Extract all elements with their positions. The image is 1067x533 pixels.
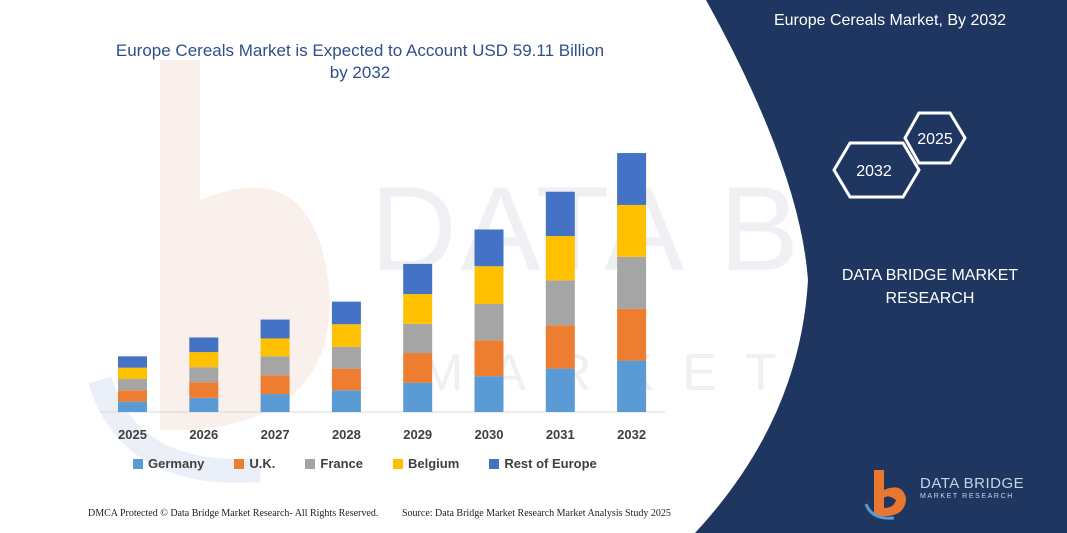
bar-2028-rest-of-europe [331,301,361,325]
bar-2030-france [474,303,504,341]
legend-item: Germany [133,456,204,471]
stacked-bar-chart: 2025 2026 2027 2028 2029 2030 2031 2032 [100,153,665,442]
x-tick-label: 2028 [332,427,361,442]
bar-2031-germany [545,368,575,412]
bar-2032-belgium [617,204,647,257]
bar-2029-u-k [403,353,433,383]
bar-2030-belgium [474,266,504,304]
logo: DATA BRIDGE MARKET RESEARCH [920,476,1024,502]
logo-icon [864,470,906,520]
bar-2025-u-k [118,390,147,402]
bar-2025-germany [118,401,147,412]
bar-2025-france [118,378,147,391]
bar-2026-germany [189,397,219,412]
bar-2028-germany [331,390,361,412]
legend-item: France [305,456,363,471]
source-note: Source: Data Bridge Market Research Mark… [402,508,671,519]
bar-2031-france [545,280,575,326]
bar-2026-france [189,367,219,383]
x-tick-label: 2025 [118,427,147,442]
logo-main-text: DATA BRIDGE [920,475,1025,492]
hex-2032-label: 2032 [856,163,892,180]
bar-2026-u-k [189,382,219,398]
bar-2032-france [617,256,647,309]
x-tick-label: 2030 [475,427,504,442]
legend-label: Belgium [408,456,460,471]
bar-2025-belgium [118,367,147,379]
legend-swatch [305,458,316,469]
legend-item: Belgium [393,456,459,471]
legend-item: U.K. [234,456,275,471]
legend-label: France [320,456,364,471]
bar-2027-belgium [260,338,290,357]
chart-title: Europe Cereals Market is Expected to Acc… [115,41,605,82]
bar-2028-u-k [331,368,361,391]
bar-2031-rest-of-europe [545,191,575,237]
x-tick-label: 2027 [261,427,290,442]
bar-2029-belgium [403,294,433,324]
bar-2028-belgium [331,324,361,347]
bar-2030-u-k [474,340,504,377]
legend-swatch [133,458,143,469]
bar-2026-rest-of-europe [189,337,219,353]
bar-2027-u-k [260,375,290,395]
legend-label: U.K. [249,456,276,471]
legend-swatch [393,458,404,469]
hexagon-2025 [903,111,967,165]
legend-swatch [489,458,500,469]
legend-swatch [234,458,245,469]
bar-2029-germany [403,382,433,412]
bar-2032-rest-of-europe [617,153,647,205]
hexagon-2032 [832,141,921,199]
bar-2031-u-k [545,325,575,369]
brand-name: DATA BRIDGE MARKET RESEARCH [841,267,1019,307]
bar-2029-france [403,323,433,354]
x-tick-label: 2029 [403,427,432,442]
panel-title: Europe Cereals Market, By 2032 [773,12,1007,29]
bar-2027-rest-of-europe [260,319,290,339]
chart-legend: Germany U.K. France Belgium Rest of Europe [133,456,627,471]
legend-label: Germany [148,456,205,471]
logo-sub-text: MARKET RESEARCH [920,493,1014,500]
bar-2030-germany [474,376,504,412]
bar-2032-u-k [617,308,647,361]
hex-2025-label: 2025 [917,131,953,148]
x-tick-label: 2026 [189,427,218,442]
bar-2027-france [260,356,290,376]
bar-2028-france [331,346,361,369]
bar-2032-germany [617,360,647,412]
legend-item: Rest of Europe [489,456,597,471]
bar-2027-germany [260,394,290,412]
bar-2029-rest-of-europe [403,263,433,295]
bar-2025-rest-of-europe [118,356,147,368]
bar-2030-rest-of-europe [474,229,504,267]
bar-2031-belgium [545,236,575,281]
copyright-notice: DMCA Protected © Data Bridge Market Rese… [88,508,379,519]
x-tick-label: 2032 [617,427,646,442]
legend-label: Rest of Europe [504,456,597,471]
x-tick-label: 2031 [546,427,575,442]
bar-2026-belgium [189,352,219,368]
